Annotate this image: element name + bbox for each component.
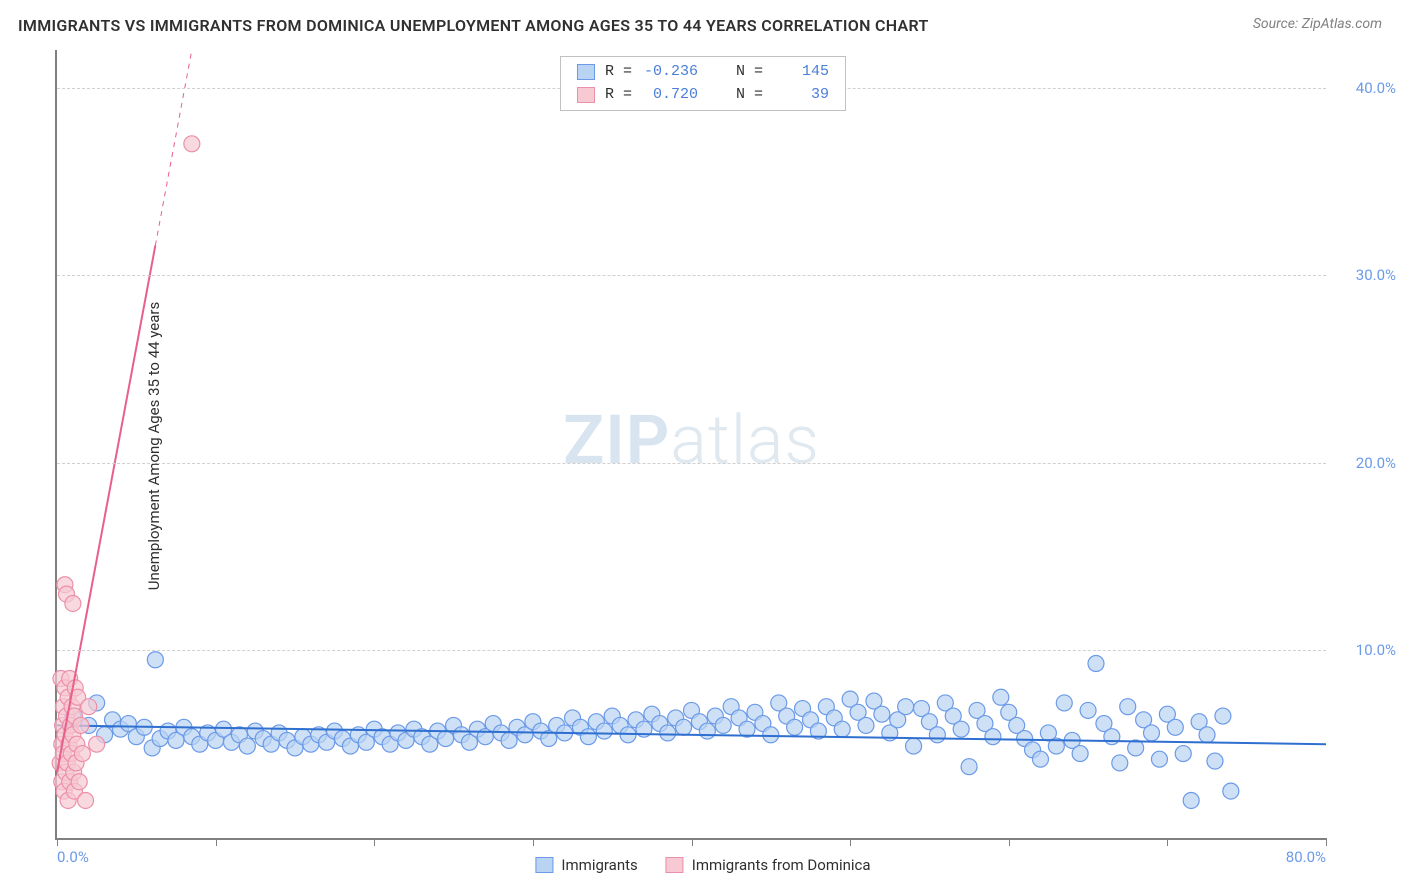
stats-row: R = 0.720 N = 39 xyxy=(577,84,829,107)
data-point xyxy=(73,717,89,733)
y-tick-label: 40.0% xyxy=(1336,79,1396,97)
trend-line xyxy=(57,245,155,772)
data-point xyxy=(65,595,81,611)
legend-item: Immigrants xyxy=(535,856,637,874)
legend-swatch xyxy=(535,857,553,873)
data-point xyxy=(1112,755,1128,771)
data-point xyxy=(699,723,715,739)
stat-N-value: 39 xyxy=(773,84,829,107)
data-point xyxy=(1032,751,1048,767)
legend-swatch xyxy=(666,857,684,873)
data-point xyxy=(1080,702,1096,718)
data-point xyxy=(1207,753,1223,769)
series-swatch xyxy=(577,64,595,80)
data-point xyxy=(1144,725,1160,741)
data-point xyxy=(71,774,87,790)
stat-R-value: -0.236 xyxy=(642,61,698,84)
data-point xyxy=(1223,783,1239,799)
data-point xyxy=(1088,656,1104,672)
data-point xyxy=(906,738,922,754)
data-point xyxy=(184,136,200,152)
x-tick-mark xyxy=(57,838,58,846)
stats-row: R = -0.236 N = 145 xyxy=(577,61,829,84)
x-tick-mark xyxy=(850,838,851,846)
data-point xyxy=(834,721,850,737)
x-tick-mark xyxy=(374,838,375,846)
plot-svg xyxy=(57,50,1326,838)
gridline-horizontal xyxy=(57,275,1326,276)
data-point xyxy=(898,699,914,715)
data-point xyxy=(1056,695,1072,711)
x-tick-label: 80.0% xyxy=(1286,848,1326,866)
x-tick-mark xyxy=(216,838,217,846)
x-tick-mark xyxy=(692,838,693,846)
data-point xyxy=(787,719,803,735)
stat-N-value: 145 xyxy=(773,61,829,84)
stat-R-value: 0.720 xyxy=(642,84,698,107)
x-tick-label: 0.0% xyxy=(57,848,89,866)
data-point xyxy=(1175,746,1191,762)
data-point xyxy=(874,706,890,722)
data-point xyxy=(1167,719,1183,735)
data-point xyxy=(858,717,874,733)
stat-N-label: N = xyxy=(736,84,763,107)
data-point xyxy=(676,719,692,735)
stat-N-label: N = xyxy=(736,61,763,84)
data-point xyxy=(1199,727,1215,743)
data-point xyxy=(81,699,97,715)
x-tick-mark xyxy=(533,838,534,846)
legend-item: Immigrants from Dominica xyxy=(666,856,871,874)
correlation-stats-box: R = -0.236 N = 145 R = 0.720 N = 39 xyxy=(560,56,846,111)
x-tick-mark xyxy=(1326,838,1327,846)
series-swatch xyxy=(577,87,595,103)
stat-R-label: R = xyxy=(605,84,632,107)
data-point xyxy=(763,727,779,743)
source-attribution: Source: ZipAtlas.com xyxy=(1253,16,1382,32)
y-tick-label: 20.0% xyxy=(1336,454,1396,472)
legend: Immigrants Immigrants from Dominica xyxy=(535,856,870,874)
data-point xyxy=(715,717,731,733)
y-tick-label: 10.0% xyxy=(1336,641,1396,659)
data-point xyxy=(78,792,94,808)
legend-label: Immigrants xyxy=(561,856,637,874)
data-point xyxy=(961,759,977,775)
data-point xyxy=(89,736,105,752)
data-point xyxy=(929,727,945,743)
data-point xyxy=(1215,708,1231,724)
data-point xyxy=(985,729,1001,745)
stat-R-label: R = xyxy=(605,61,632,84)
data-point xyxy=(1104,729,1120,745)
gridline-horizontal xyxy=(57,650,1326,651)
legend-label: Immigrants from Dominica xyxy=(692,856,871,874)
data-point xyxy=(660,725,676,741)
data-point xyxy=(147,652,163,668)
data-point xyxy=(1072,746,1088,762)
gridline-horizontal xyxy=(57,463,1326,464)
chart-title: IMMIGRANTS VS IMMIGRANTS FROM DOMINICA U… xyxy=(18,16,929,35)
data-point xyxy=(1120,699,1136,715)
data-point xyxy=(596,723,612,739)
plot-area: ZIPatlas 10.0%20.0%30.0%40.0%0.0%80.0% xyxy=(55,50,1326,840)
data-point xyxy=(993,689,1009,705)
x-tick-mark xyxy=(1167,838,1168,846)
data-point xyxy=(580,729,596,745)
data-point xyxy=(239,738,255,754)
data-point xyxy=(1183,792,1199,808)
x-tick-mark xyxy=(1009,838,1010,846)
data-point xyxy=(1151,751,1167,767)
data-point xyxy=(74,746,90,762)
data-point xyxy=(953,721,969,737)
y-tick-label: 30.0% xyxy=(1336,266,1396,284)
